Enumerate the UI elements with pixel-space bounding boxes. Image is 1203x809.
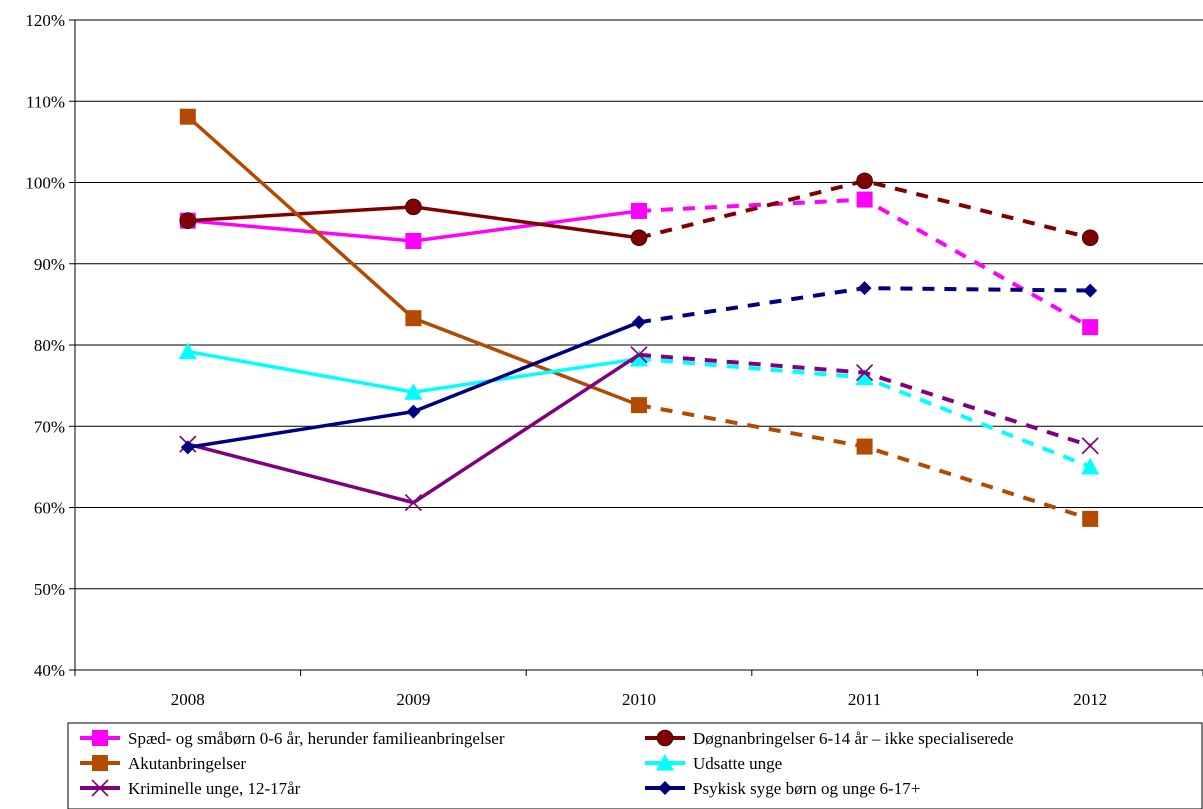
- data-point: [856, 364, 874, 382]
- legend-item: Spæd- og småbørn 0-6 år, herunder famili…: [80, 729, 505, 748]
- y-tick-label: 60%: [34, 499, 65, 518]
- data-point: [406, 404, 421, 419]
- legend-label: Psykisk syge børn og unge 6-17+: [693, 779, 920, 798]
- series-line-dashed: [638, 403, 1091, 521]
- x-tick-label: 2012: [1073, 690, 1107, 709]
- x-tick-label: 2011: [848, 690, 881, 709]
- gridlines: [75, 19, 1203, 590]
- axes: 40% 50% 60% 70% 80% 90% 100% 110% 120% 2008 2009 20…: [25, 11, 1203, 709]
- data-point: [630, 346, 648, 364]
- data-point: [91, 779, 109, 797]
- data-point: [630, 349, 648, 367]
- data-point: [1081, 229, 1099, 247]
- legend-item: Kriminelle unge, 12-17år: [80, 779, 301, 798]
- data-point: [405, 310, 422, 327]
- y-tick-label: 90%: [34, 255, 65, 274]
- x-tick-label: 2008: [171, 690, 205, 709]
- data-point: [404, 494, 422, 512]
- legend-label: Døgnanbringelser 6-14 år – ikke speciali…: [693, 729, 1014, 748]
- data-point: [180, 440, 195, 455]
- series-line-dashed: [638, 352, 1091, 448]
- y-tick-label: 100%: [25, 174, 65, 193]
- legend-label: Spæd- og småbørn 0-6 år, herunder famili…: [128, 729, 505, 748]
- data-point: [658, 781, 672, 795]
- data-point: [92, 755, 108, 771]
- legend-box: [67, 722, 1203, 809]
- data-point: [1082, 510, 1099, 527]
- y-tick-label: 70%: [34, 417, 65, 436]
- data-point: [631, 202, 647, 219]
- series-2: [179, 108, 1099, 527]
- data-point: [631, 397, 647, 414]
- legend-item: Akutanbringelser: [80, 754, 246, 773]
- data-point: [1082, 319, 1099, 336]
- series-4: [179, 346, 1099, 512]
- data-point: [632, 315, 646, 330]
- series-3: [178, 342, 1100, 475]
- data-point: [1083, 283, 1098, 298]
- legend-label: Udsatte unge: [693, 754, 782, 773]
- data-point: [179, 212, 197, 229]
- y-tick-label: 120%: [25, 11, 65, 30]
- series-line-solid: [186, 115, 640, 407]
- data-point: [856, 438, 873, 455]
- legend-item: Psykisk syge børn og unge 6-17+: [645, 779, 920, 798]
- legend-label: Akutanbringelser: [128, 754, 246, 773]
- x-tick-label: 2010: [622, 690, 656, 709]
- data-point: [405, 198, 422, 216]
- data-point: [630, 229, 648, 247]
- data-point: [1081, 437, 1099, 455]
- data-point: [856, 172, 873, 190]
- y-tick-label: 50%: [34, 580, 65, 599]
- y-tick-label: 110%: [26, 92, 65, 111]
- series-line-solid: [187, 353, 640, 505]
- data-point: [179, 108, 196, 125]
- data-point: [855, 368, 874, 386]
- data-point: [178, 342, 197, 360]
- data-point: [404, 383, 423, 400]
- data-point: [656, 754, 674, 771]
- series-line-dashed: [638, 178, 1091, 240]
- data-point: [405, 233, 422, 249]
- series-lines: [178, 108, 1100, 527]
- y-tick-label: 40%: [34, 661, 65, 680]
- data-point: [856, 191, 873, 208]
- legend-item: Døgnanbringelser 6-14 år – ikke speciali…: [645, 729, 1014, 748]
- legend-label: Kriminelle unge, 12-17år: [128, 779, 301, 798]
- series-1: [179, 172, 1099, 247]
- data-point: [92, 730, 108, 746]
- y-tick-label: 80%: [34, 336, 65, 355]
- data-point: [1081, 457, 1100, 475]
- legend-item: Udsatte unge: [645, 754, 782, 773]
- data-point: [656, 729, 674, 747]
- legend: Spæd- og småbørn 0-6 år, herunder famili…: [67, 722, 1203, 809]
- data-point: [857, 281, 872, 296]
- series-5: [180, 281, 1098, 455]
- x-tick-label: 2009: [396, 690, 430, 709]
